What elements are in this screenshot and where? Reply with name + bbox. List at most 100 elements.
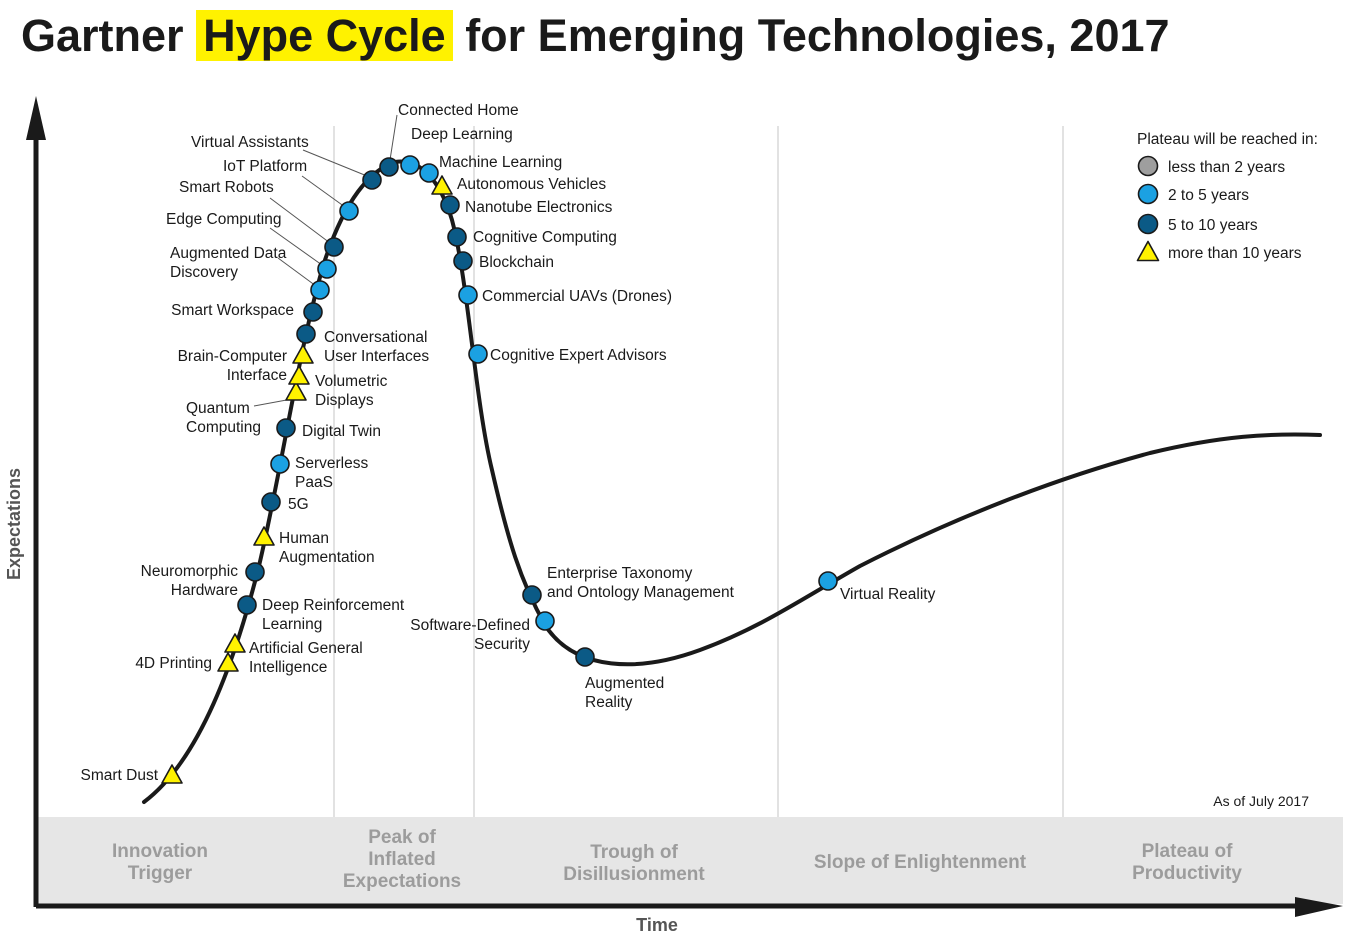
technology-marker — [522, 585, 542, 605]
technology-label-line: Intelligence — [249, 659, 327, 676]
phase-label-line: Inflated — [368, 849, 436, 870]
technology-marker — [447, 227, 467, 247]
technology-label: Commercial UAVs (Drones) — [482, 288, 672, 305]
technology-label-line: 4D Printing — [135, 655, 212, 672]
technology-label-line: Interface — [227, 367, 287, 384]
technology-label: Human Augmentation — [279, 530, 375, 566]
phase-label-line: Plateau of — [1142, 841, 1233, 862]
technology-marker — [431, 175, 453, 195]
leader-line — [301, 175, 346, 208]
technology-label-line: Augmented Data — [170, 245, 287, 262]
technology-marker — [161, 764, 183, 784]
technology-label: IoT Platform — [223, 158, 307, 175]
phase-label-line: Productivity — [1132, 863, 1242, 884]
technology-label-line: Artificial General — [249, 640, 363, 657]
technology-marker — [303, 302, 323, 322]
technology-marker — [468, 344, 488, 364]
phase-label: Plateau of Productivity — [1132, 841, 1242, 884]
leader-line — [277, 257, 317, 287]
technology-label-line: Cognitive Computing — [473, 229, 617, 246]
technology-label-line: Virtual Reality — [840, 586, 936, 603]
technology-label: Nanotube Electronics — [465, 199, 613, 216]
technology-label: Smart Workspace — [171, 302, 294, 319]
phase-label-line: Trigger — [128, 863, 193, 884]
technology-label-line: Augmented — [585, 675, 664, 692]
technology-label: Virtual Assistants — [191, 134, 309, 151]
technology-label-line: Smart Robots — [179, 179, 274, 196]
technology-marker — [453, 251, 473, 271]
leader-line — [269, 227, 323, 266]
technology-label-line: Smart Dust — [80, 767, 158, 784]
technology-label: Digital Twin — [302, 423, 381, 440]
phase-band — [36, 817, 1343, 904]
technology-label-line: Discovery — [170, 264, 238, 281]
legend-marker — [1137, 213, 1159, 235]
leader-line — [302, 149, 368, 177]
technology-label-line: 5G — [288, 496, 309, 513]
technology-marker — [217, 652, 239, 672]
technology-label: Artificial General Intelligence — [249, 640, 363, 676]
legend-label: more than 10 years — [1168, 245, 1302, 262]
technology-marker — [818, 571, 838, 591]
technology-marker — [575, 647, 595, 667]
technology-label-line: Serverless — [295, 455, 368, 472]
technology-label-line: PaaS — [295, 474, 333, 491]
technology-label: Augmented Reality — [585, 675, 664, 711]
legend: Plateau will be reached in: less than 2 … — [1136, 131, 1318, 262]
x-axis-label: Time — [636, 915, 678, 935]
technology-marker — [317, 259, 337, 279]
as-of-note: As of July 2017 — [1213, 793, 1309, 809]
technology-marker — [458, 285, 478, 305]
technology-marker — [224, 633, 246, 653]
technology-label: Virtual Reality — [840, 586, 936, 603]
technology-label-line: Commercial UAVs (Drones) — [482, 288, 672, 305]
technology-marker — [253, 526, 275, 546]
technology-label-line: Hardware — [171, 582, 238, 599]
technology-label-line: Conversational — [324, 329, 427, 346]
title-highlight: Hype Cycle — [196, 10, 453, 61]
technology-label-line: Learning — [262, 616, 322, 633]
legend-marker — [1137, 183, 1159, 205]
phase-label-line: Slope of Enlightenment — [814, 852, 1027, 873]
technology-label-line: Blockchain — [479, 254, 554, 271]
technology-label: Brain-Computer Interface — [178, 348, 287, 384]
technology-label-line: Smart Workspace — [171, 302, 294, 319]
technology-marker — [296, 324, 316, 344]
technology-label-line: Machine Learning — [439, 154, 562, 171]
leader-line — [389, 114, 398, 161]
technology-label: Machine Learning — [439, 154, 562, 171]
phase-labels: Innovation Trigger Peak of Inflated Expectat… — [112, 827, 1242, 892]
technology-label-line: Augmentation — [279, 549, 375, 566]
legend-label: 5 to 10 years — [1168, 217, 1258, 234]
technology-marker — [419, 163, 439, 183]
technology-label-line: Virtual Assistants — [191, 134, 309, 151]
technology-label: Volumetric Displays — [315, 373, 388, 409]
technology-marker — [339, 201, 359, 221]
technology-label: Software-Defined Security — [410, 617, 530, 653]
technology-label: Blockchain — [479, 254, 554, 271]
technology-label-line: Computing — [186, 419, 261, 436]
technology-label: Deep Reinforcement Learning — [262, 597, 405, 633]
technology-labels: Smart Dust 4D Printing Artificial General I… — [80, 102, 935, 784]
title-suffix: for Emerging Technologies, 2017 — [452, 10, 1170, 61]
technology-label-line: Reality — [585, 694, 633, 711]
technology-label: Serverless PaaS — [295, 455, 368, 491]
technology-label-line: Displays — [315, 392, 374, 409]
legend-items: less than 2 years 2 to 5 years 5 to 10 yea… — [1136, 155, 1302, 262]
technology-marker — [362, 170, 382, 190]
legend-label: less than 2 years — [1168, 159, 1285, 176]
technology-label-line: Brain-Computer — [178, 348, 287, 365]
y-axis-arrowhead — [26, 96, 46, 140]
phase-label-line: Trough of — [590, 842, 678, 863]
technology-marker — [440, 195, 460, 215]
technology-label: Cognitive Computing — [473, 229, 617, 246]
technology-marker — [324, 237, 344, 257]
technology-label: 4D Printing — [135, 655, 212, 672]
technology-label-line: and Ontology Management — [547, 584, 735, 601]
y-axis-label: Expectations — [4, 468, 24, 580]
technology-label-line: Security — [474, 636, 530, 653]
technology-label-line: Edge Computing — [166, 211, 281, 228]
technology-label-line: User Interfaces — [324, 348, 429, 365]
